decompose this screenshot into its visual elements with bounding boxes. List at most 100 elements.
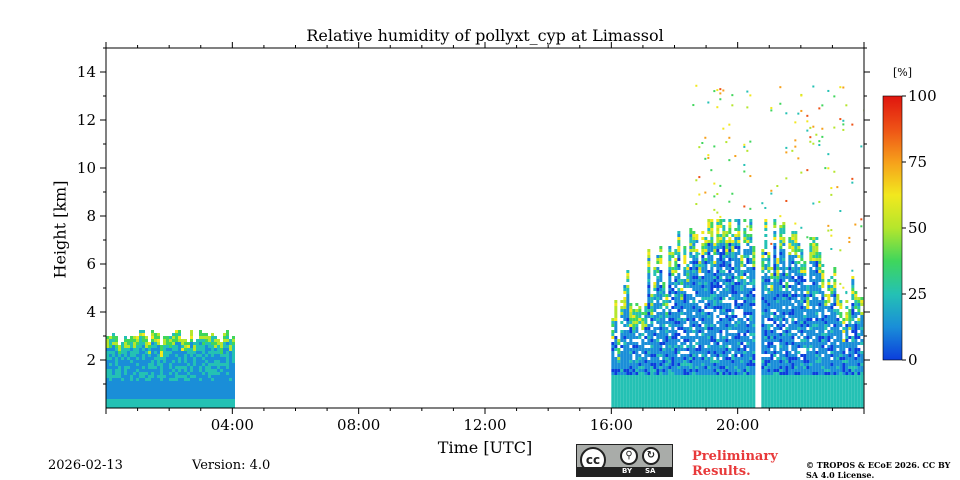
heat-cell bbox=[172, 393, 175, 396]
heat-cell bbox=[818, 339, 822, 342]
heat-cell bbox=[791, 315, 795, 318]
heat-cell bbox=[770, 306, 774, 309]
heat-cell bbox=[713, 378, 717, 381]
heat-cell bbox=[175, 381, 178, 384]
heat-cell bbox=[824, 294, 828, 297]
heat-cell bbox=[728, 378, 732, 381]
heat-cell bbox=[815, 264, 819, 267]
heat-cell bbox=[689, 360, 693, 363]
heat-cell bbox=[178, 396, 181, 399]
heat-cell bbox=[647, 261, 651, 264]
heat-cell bbox=[653, 393, 657, 396]
heat-speckle bbox=[719, 98, 722, 101]
heat-cell bbox=[785, 294, 789, 297]
heat-cell bbox=[127, 360, 130, 363]
heat-cell bbox=[665, 357, 669, 360]
heat-cell bbox=[692, 402, 696, 405]
heat-cell bbox=[722, 375, 726, 378]
heat-cell bbox=[848, 324, 852, 327]
heat-cell bbox=[695, 264, 699, 267]
heat-cell bbox=[746, 366, 750, 369]
heat-cell bbox=[749, 267, 753, 270]
heat-cell bbox=[674, 279, 678, 282]
heat-cell bbox=[803, 387, 807, 390]
heat-cell bbox=[782, 294, 786, 297]
heat-cell bbox=[623, 351, 627, 354]
heat-cell bbox=[118, 375, 121, 378]
heat-cell bbox=[656, 396, 660, 399]
heat-cell bbox=[145, 375, 148, 378]
heat-cell bbox=[680, 288, 684, 291]
heat-cell bbox=[184, 384, 187, 387]
heat-cell bbox=[617, 357, 621, 360]
heat-cell bbox=[737, 279, 741, 282]
heat-cell bbox=[734, 381, 738, 384]
heat-cell bbox=[695, 333, 699, 336]
heat-cell bbox=[145, 390, 148, 393]
heat-cell bbox=[785, 312, 789, 315]
heat-cell bbox=[611, 399, 615, 402]
heat-cell bbox=[836, 387, 840, 390]
heat-cell bbox=[749, 393, 753, 396]
heat-cell bbox=[707, 282, 711, 285]
heat-cell bbox=[629, 354, 633, 357]
heat-cell bbox=[797, 405, 801, 408]
heat-cell bbox=[743, 303, 747, 306]
heat-cell bbox=[701, 378, 705, 381]
heat-cell bbox=[701, 369, 705, 372]
cc-license-badge[interactable]: cc ⚲ ↻ BY SA bbox=[576, 444, 673, 477]
heat-cell bbox=[752, 345, 756, 348]
heat-cell bbox=[779, 351, 783, 354]
heat-cell bbox=[767, 267, 771, 270]
heat-cell bbox=[791, 381, 795, 384]
heat-cell bbox=[830, 396, 834, 399]
heat-cell bbox=[220, 381, 223, 384]
heat-cell bbox=[683, 273, 687, 276]
heat-cell bbox=[199, 354, 202, 357]
heat-cell bbox=[178, 345, 181, 348]
heat-cell bbox=[175, 339, 178, 342]
heat-cell bbox=[671, 342, 675, 345]
heat-cell bbox=[139, 378, 142, 381]
heat-cell bbox=[791, 243, 795, 246]
heat-cell bbox=[665, 363, 669, 366]
heat-cell bbox=[734, 327, 738, 330]
heat-cell bbox=[734, 285, 738, 288]
heat-cell bbox=[770, 390, 774, 393]
heat-cell bbox=[226, 336, 229, 339]
heat-cell bbox=[839, 387, 843, 390]
heat-cell bbox=[824, 339, 828, 342]
heat-cell bbox=[647, 369, 651, 372]
heat-cell bbox=[145, 369, 148, 372]
heat-cell bbox=[743, 393, 747, 396]
heat-cell bbox=[707, 219, 711, 222]
heat-cell bbox=[740, 330, 744, 333]
heat-cell bbox=[743, 348, 747, 351]
heat-cell bbox=[821, 387, 825, 390]
heat-cell bbox=[695, 291, 699, 294]
heat-cell bbox=[779, 327, 783, 330]
heat-cell bbox=[788, 387, 792, 390]
heat-cell bbox=[830, 360, 834, 363]
heat-cell bbox=[746, 393, 750, 396]
heat-cell bbox=[845, 327, 849, 330]
heat-cell bbox=[650, 342, 654, 345]
heat-cell bbox=[728, 303, 732, 306]
heat-cell bbox=[746, 372, 750, 375]
heat-cell bbox=[725, 252, 729, 255]
heat-cell bbox=[160, 345, 163, 348]
heat-cell bbox=[722, 384, 726, 387]
heat-cell bbox=[142, 390, 145, 393]
heat-speckle bbox=[704, 157, 707, 160]
heat-cell bbox=[656, 405, 660, 408]
heat-speckle bbox=[707, 156, 710, 159]
heat-cell bbox=[674, 378, 678, 381]
heat-cell bbox=[761, 318, 765, 321]
heat-cell bbox=[656, 399, 660, 402]
heat-cell bbox=[223, 390, 226, 393]
heat-cell bbox=[175, 402, 178, 405]
heat-cell bbox=[671, 381, 675, 384]
heat-cell bbox=[653, 273, 657, 276]
heat-cell bbox=[644, 330, 648, 333]
heat-cell bbox=[689, 243, 693, 246]
